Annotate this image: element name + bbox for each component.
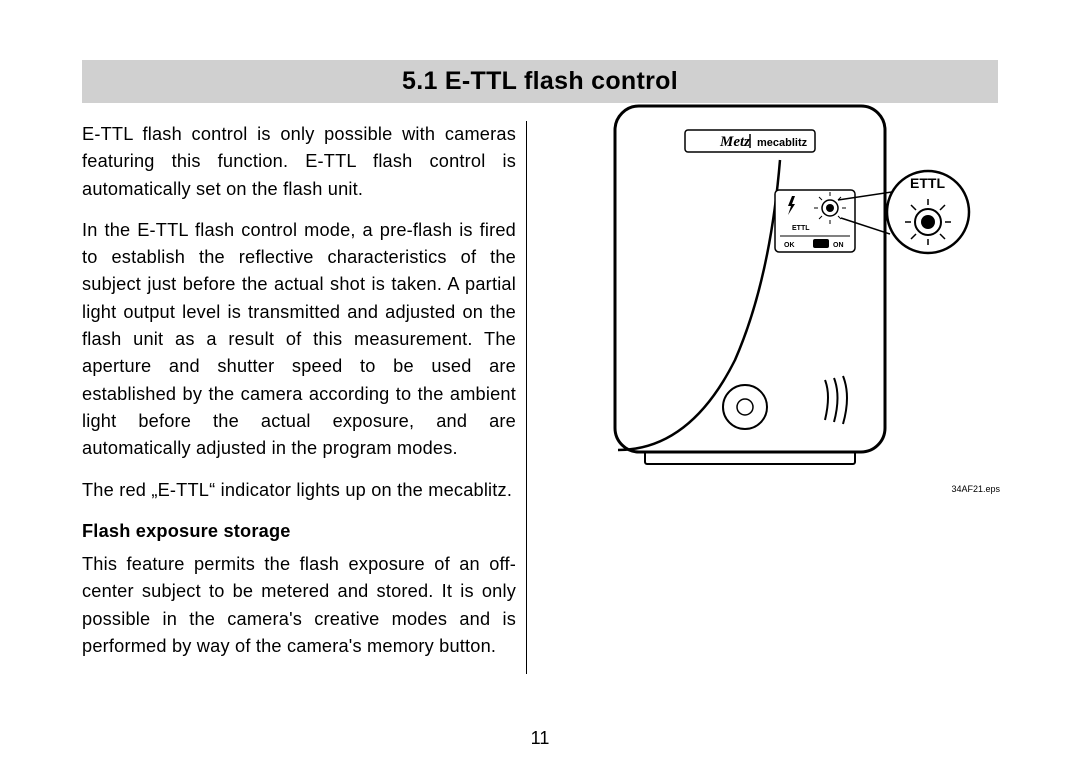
panel-ok-label: OK [784, 242, 795, 249]
panel-on-label: ON [833, 242, 844, 249]
page-number: 11 [531, 728, 550, 749]
paragraph-4: This feature permits the flash exposure … [82, 551, 516, 660]
brand-logo-text: Metz [719, 134, 750, 150]
panel-ettl-label: ETTL [792, 225, 810, 232]
brand-text: mecablitz [757, 137, 808, 149]
paragraph-2: In the E-TTL flash control mode, a pre-f… [82, 217, 516, 463]
callout-ettl-label: ETTL [910, 175, 945, 191]
paragraph-3: The red „E-TTL“ indicator lights up on t… [82, 477, 516, 504]
paragraph-1: E-TTL flash control is only possible wit… [82, 121, 516, 203]
figure-caption: 34AF21.eps [951, 484, 1000, 494]
section-header: 5.1 E-TTL flash control [82, 60, 998, 103]
subheading-flash-exposure: Flash exposure storage [82, 518, 516, 545]
device-illustration: Metz mecablitz ETTL OK [570, 100, 1000, 490]
body-column: E-TTL flash control is only possible wit… [82, 121, 527, 674]
